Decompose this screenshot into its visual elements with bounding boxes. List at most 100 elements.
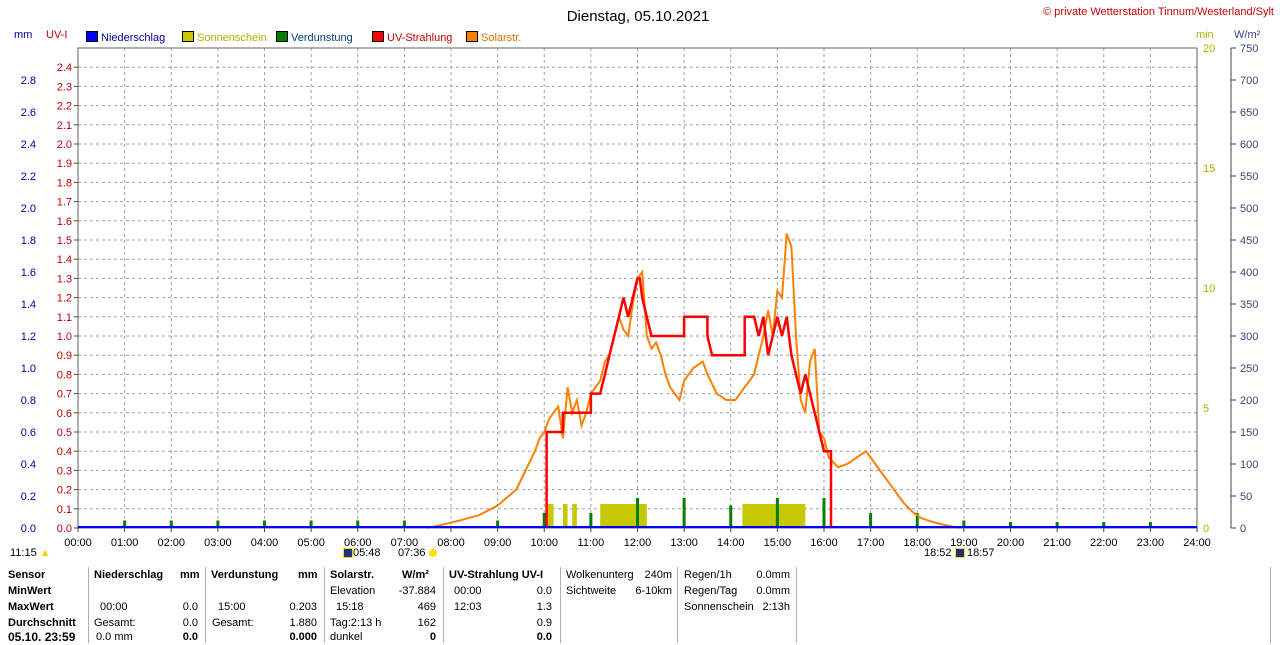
uvi-tick-label: 0.3 <box>57 465 72 477</box>
niederschlag-max-time: 00:00 <box>100 601 128 613</box>
uv-header: UV-Strahlung UV-I <box>449 569 544 581</box>
sunrise-marker: 07:36 <box>398 547 437 559</box>
time-now-label: 11:15 <box>10 547 37 559</box>
niederschlag-unit: mm <box>180 569 200 581</box>
sunshine-bars <box>546 504 806 528</box>
mm-tick-label: 1.2 <box>21 331 36 343</box>
legend-item-niederschlag: Niederschlag <box>86 31 165 44</box>
x-tick-label: 18:00 <box>903 537 931 549</box>
legend-item-sonnenschein: Sonnenschein <box>182 31 267 44</box>
evaporation-spikes <box>123 498 1152 528</box>
niederschlag-header: Niederschlag <box>94 569 164 581</box>
minwert-label: MinWert <box>8 585 52 597</box>
niederschlag-max-value: 0.0 <box>182 601 198 613</box>
sunrise-label: 07:36 <box>398 547 426 559</box>
x-tick-label: 22:00 <box>1090 537 1118 549</box>
uvi-tick-label: 0.1 <box>57 504 72 516</box>
sunshine-bar <box>562 504 568 528</box>
sun-icon <box>428 549 437 558</box>
divider <box>443 567 444 643</box>
uvi-tick-label: 0.8 <box>57 369 72 381</box>
uvi-tick-label: 0.6 <box>57 408 72 420</box>
mm-tick-label: 2.0 <box>21 203 36 215</box>
sunrise-icon <box>343 548 353 559</box>
mm-tick-label: 2.8 <box>21 75 36 87</box>
x-axis: 00:00 01:00 02:00 03:00 04:00 05:00 06:00 07:00… <box>64 528 1211 549</box>
sunset-astro-marker: 18:57 <box>967 547 995 559</box>
uvi-tick-label: 1.5 <box>57 235 72 247</box>
solar-max-value: 469 <box>417 601 436 613</box>
x-tick-label: 07:00 <box>391 537 419 549</box>
uvi-tick-label: 0.5 <box>57 427 72 439</box>
solar-tag-value: 162 <box>417 617 436 629</box>
solar-unit: W/m² <box>402 569 429 581</box>
uvi-tick-label: 1.6 <box>57 216 72 228</box>
divider <box>324 567 325 643</box>
x-tick-label: 16:00 <box>810 537 838 549</box>
x-tick-label: 06:00 <box>344 537 372 549</box>
verdunstung-max-time: 15:00 <box>218 601 246 613</box>
uvi-tick-label: 1.2 <box>57 293 72 305</box>
uv-avg-value: 0.9 <box>536 617 552 629</box>
niederschlag-last: 0.0 mm <box>96 631 133 643</box>
wm2-tick-label: 100 <box>1240 459 1258 471</box>
copyright-text: © private Wetterstation Tinnum/Westerlan… <box>1043 6 1274 18</box>
solar-dunkel-value: 0 <box>429 631 436 643</box>
mm-tick-label: 2.6 <box>21 107 36 119</box>
x-tick-label: 11:00 <box>578 537 605 549</box>
min-tick-label: 5 <box>1203 403 1209 415</box>
x-tick-label: 17:00 <box>857 537 885 549</box>
mm-tick-label: 1.0 <box>21 363 36 375</box>
sunset-icon <box>954 548 965 559</box>
wm2-tick-label: 500 <box>1240 203 1258 215</box>
legend-item-verdunstung: Verdunstung <box>276 31 353 44</box>
grid <box>78 48 1197 528</box>
verdunstung-gesamt-value: 1.880 <box>289 617 317 629</box>
regen-1h-label: Regen/1h <box>684 569 732 581</box>
uvi-tick-label: 0.0 <box>57 523 72 535</box>
sunrise-astro-label: 05:48 <box>353 547 381 559</box>
regen-tag-label: Regen/Tag <box>684 585 738 597</box>
verdunstung-header: Verdunstung <box>211 569 279 581</box>
wm2-tick-label: 250 <box>1240 363 1258 375</box>
mm-tick-label: 0.6 <box>21 427 36 439</box>
verdunstung-gesamt-label: Gesamt: <box>212 617 254 629</box>
wolkenunterg-label: Wolkenunterg <box>566 569 634 581</box>
wm2-tick-label: 400 <box>1240 267 1258 279</box>
solar-max-time: 15:18 <box>336 601 364 613</box>
wm2-tick-label: 350 <box>1240 299 1258 311</box>
mm-tick-label: 1.4 <box>21 299 36 311</box>
uvi-tick-label: 1.8 <box>57 177 72 189</box>
legend-swatch <box>372 31 384 42</box>
legend-label: Sonnenschein <box>197 32 267 44</box>
mm-tick-label: 1.8 <box>21 235 36 247</box>
x-tick-label: 09:00 <box>484 537 512 549</box>
solar-header: Solarstr. <box>330 569 375 581</box>
mm-tick-label: 0.0 <box>21 523 36 535</box>
legend-swatch <box>86 31 98 42</box>
solar-tag-label: Tag:2:13 h <box>330 617 382 629</box>
wm2-tick-label: 550 <box>1240 171 1258 183</box>
solar-dunkel-label: dunkel <box>330 631 363 643</box>
legend-label: Niederschlag <box>101 32 166 44</box>
min-tick-label: 15 <box>1203 163 1215 175</box>
wm2-tick-label: 450 <box>1240 235 1258 247</box>
uv-max-time: 12:03 <box>454 601 482 613</box>
wm2-tick-label: 600 <box>1240 139 1258 151</box>
sunrise-astro-marker: 05:48 <box>343 547 381 559</box>
sunset-astro-label: 18:57 <box>967 547 995 559</box>
uv-series-line <box>545 277 833 528</box>
wm2-tick-label: 150 <box>1240 427 1258 439</box>
uvi-tick-label: 1.3 <box>57 273 72 285</box>
elevation-label: Elevation <box>330 585 376 597</box>
x-tick-label: 04:00 <box>251 537 279 549</box>
sensor-header: Sensor <box>8 569 46 581</box>
durchschnitt-label: Durchschnitt <box>8 617 76 629</box>
niederschlag-gesamt-value: 0.0 <box>182 617 198 629</box>
wm2-tick-label: 650 <box>1240 107 1258 119</box>
wm2-tick-label: 750 <box>1240 43 1258 55</box>
x-tick-label: 01:00 <box>111 537 139 549</box>
mm-tick-label: 2.2 <box>21 171 36 183</box>
sonnenschein-label: Sonnenschein <box>684 601 754 613</box>
regen-1h-value: 0.0mm <box>756 569 790 581</box>
